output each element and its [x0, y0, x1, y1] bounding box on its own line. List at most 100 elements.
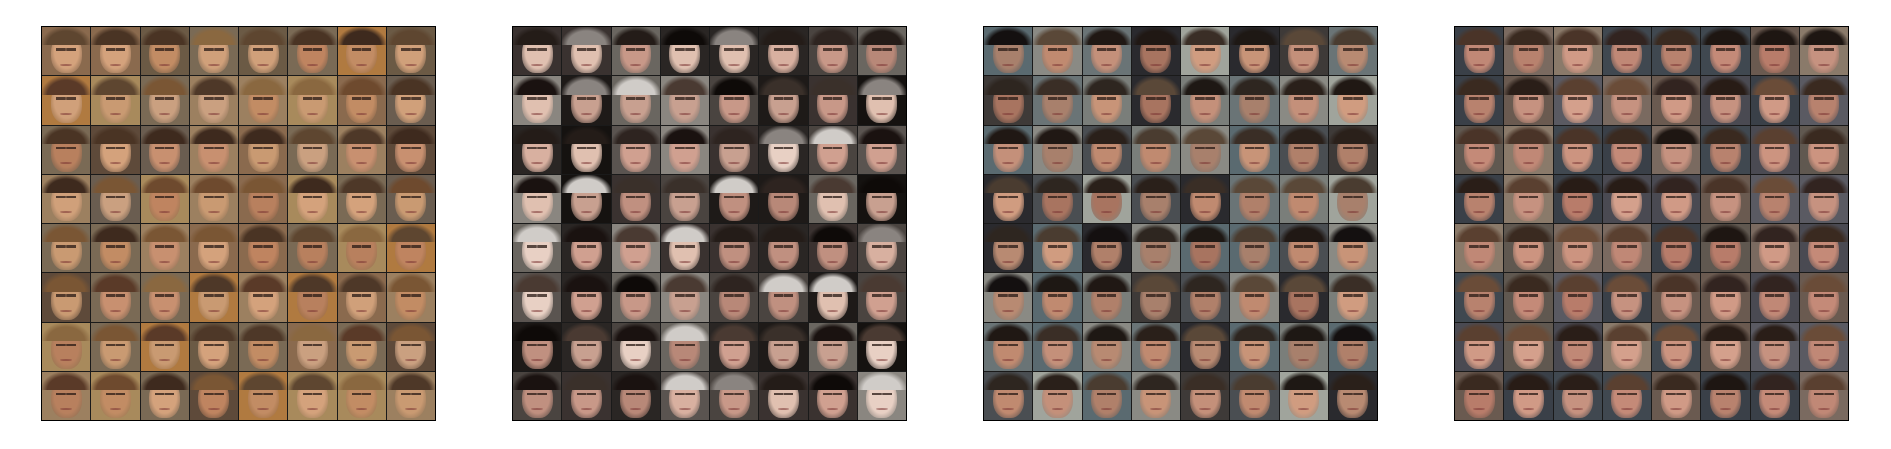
mouth — [1101, 310, 1113, 312]
face-thumbnail — [190, 372, 238, 420]
hair-region — [338, 323, 386, 341]
face-thumbnail — [1181, 372, 1229, 420]
eyes — [1146, 344, 1165, 346]
eyes — [155, 97, 174, 99]
mouth — [1347, 64, 1359, 66]
face-thumbnail — [239, 224, 287, 272]
eyes — [1245, 393, 1264, 395]
mouth — [630, 64, 642, 66]
hair-region — [190, 76, 238, 94]
face-thumbnail — [809, 224, 857, 272]
face-thumbnail — [1230, 224, 1278, 272]
eyes — [823, 393, 842, 395]
hair-region — [858, 323, 906, 341]
eyes — [352, 245, 371, 247]
hair-region — [1554, 175, 1602, 193]
mouth — [1523, 261, 1535, 263]
mouth — [1621, 310, 1633, 312]
face-thumbnail — [1504, 224, 1552, 272]
hair-region — [1652, 175, 1700, 193]
face-thumbnail — [1504, 27, 1552, 75]
eyes — [1195, 393, 1214, 395]
face-thumbnail — [612, 76, 660, 124]
eyes — [998, 294, 1017, 296]
hair-region — [1652, 372, 1700, 390]
hair-region — [141, 224, 189, 242]
eyes — [1617, 97, 1636, 99]
hair-region — [1504, 27, 1552, 45]
mouth — [1720, 261, 1732, 263]
mouth — [778, 261, 790, 263]
hair-region — [91, 273, 139, 291]
eyes — [1519, 393, 1538, 395]
eyes — [401, 294, 420, 296]
eyes — [1048, 147, 1067, 149]
hair-region — [1504, 126, 1552, 144]
mouth — [1572, 310, 1584, 312]
face-thumbnail — [809, 372, 857, 420]
face-thumbnail — [1280, 27, 1328, 75]
eyes — [352, 147, 371, 149]
hair-region — [1280, 372, 1328, 390]
mouth — [1818, 310, 1830, 312]
hair-region — [513, 224, 561, 242]
eyes — [155, 344, 174, 346]
mouth — [728, 113, 740, 115]
hair-region — [1554, 224, 1602, 242]
hair-region — [42, 27, 90, 45]
face-thumbnail — [42, 27, 90, 75]
hair-region — [1132, 27, 1180, 45]
face-thumbnail — [1504, 76, 1552, 124]
mouth — [110, 310, 122, 312]
face-thumbnail — [1504, 126, 1552, 174]
eyes — [1617, 294, 1636, 296]
eyes — [724, 48, 743, 50]
hair-region — [858, 224, 906, 242]
mouth — [531, 64, 543, 66]
face-thumbnail — [1083, 175, 1131, 223]
eyes — [1765, 245, 1784, 247]
face-thumbnail — [513, 27, 561, 75]
eyes — [401, 48, 420, 50]
hair-region — [1181, 126, 1229, 144]
eyes — [675, 48, 694, 50]
face-thumbnail — [338, 224, 386, 272]
hair-region — [809, 372, 857, 390]
hair-region — [513, 76, 561, 94]
eyes — [1195, 196, 1214, 198]
eyes — [1519, 196, 1538, 198]
eyes — [1294, 97, 1313, 99]
eyes — [1765, 393, 1784, 395]
face-thumbnail — [1181, 175, 1229, 223]
hair-region — [1800, 27, 1848, 45]
face-thumbnail — [1554, 126, 1602, 174]
eyes — [1343, 196, 1362, 198]
eyes — [1765, 48, 1784, 50]
hair-region — [661, 372, 709, 390]
eyes — [204, 344, 223, 346]
face-grid-panel-3 — [983, 26, 1378, 421]
eyes — [352, 48, 371, 50]
face-thumbnail — [1132, 27, 1180, 75]
face-thumbnail — [1083, 27, 1131, 75]
hair-region — [984, 27, 1032, 45]
mouth — [1720, 64, 1732, 66]
eyes — [823, 147, 842, 149]
mouth — [60, 310, 72, 312]
hair-region — [1751, 175, 1799, 193]
face-thumbnail — [1652, 76, 1700, 124]
mouth — [1298, 261, 1310, 263]
eyes — [56, 48, 75, 50]
eyes — [1469, 48, 1488, 50]
face-thumbnail — [1181, 27, 1229, 75]
hair-region — [1800, 126, 1848, 144]
hair-region — [1132, 76, 1180, 94]
eyes — [774, 344, 793, 346]
mouth — [531, 113, 543, 115]
face-thumbnail — [1652, 126, 1700, 174]
eyes — [1343, 294, 1362, 296]
mouth — [257, 113, 269, 115]
face-thumbnail — [858, 273, 906, 321]
face-thumbnail — [1280, 273, 1328, 321]
eyes — [1519, 245, 1538, 247]
